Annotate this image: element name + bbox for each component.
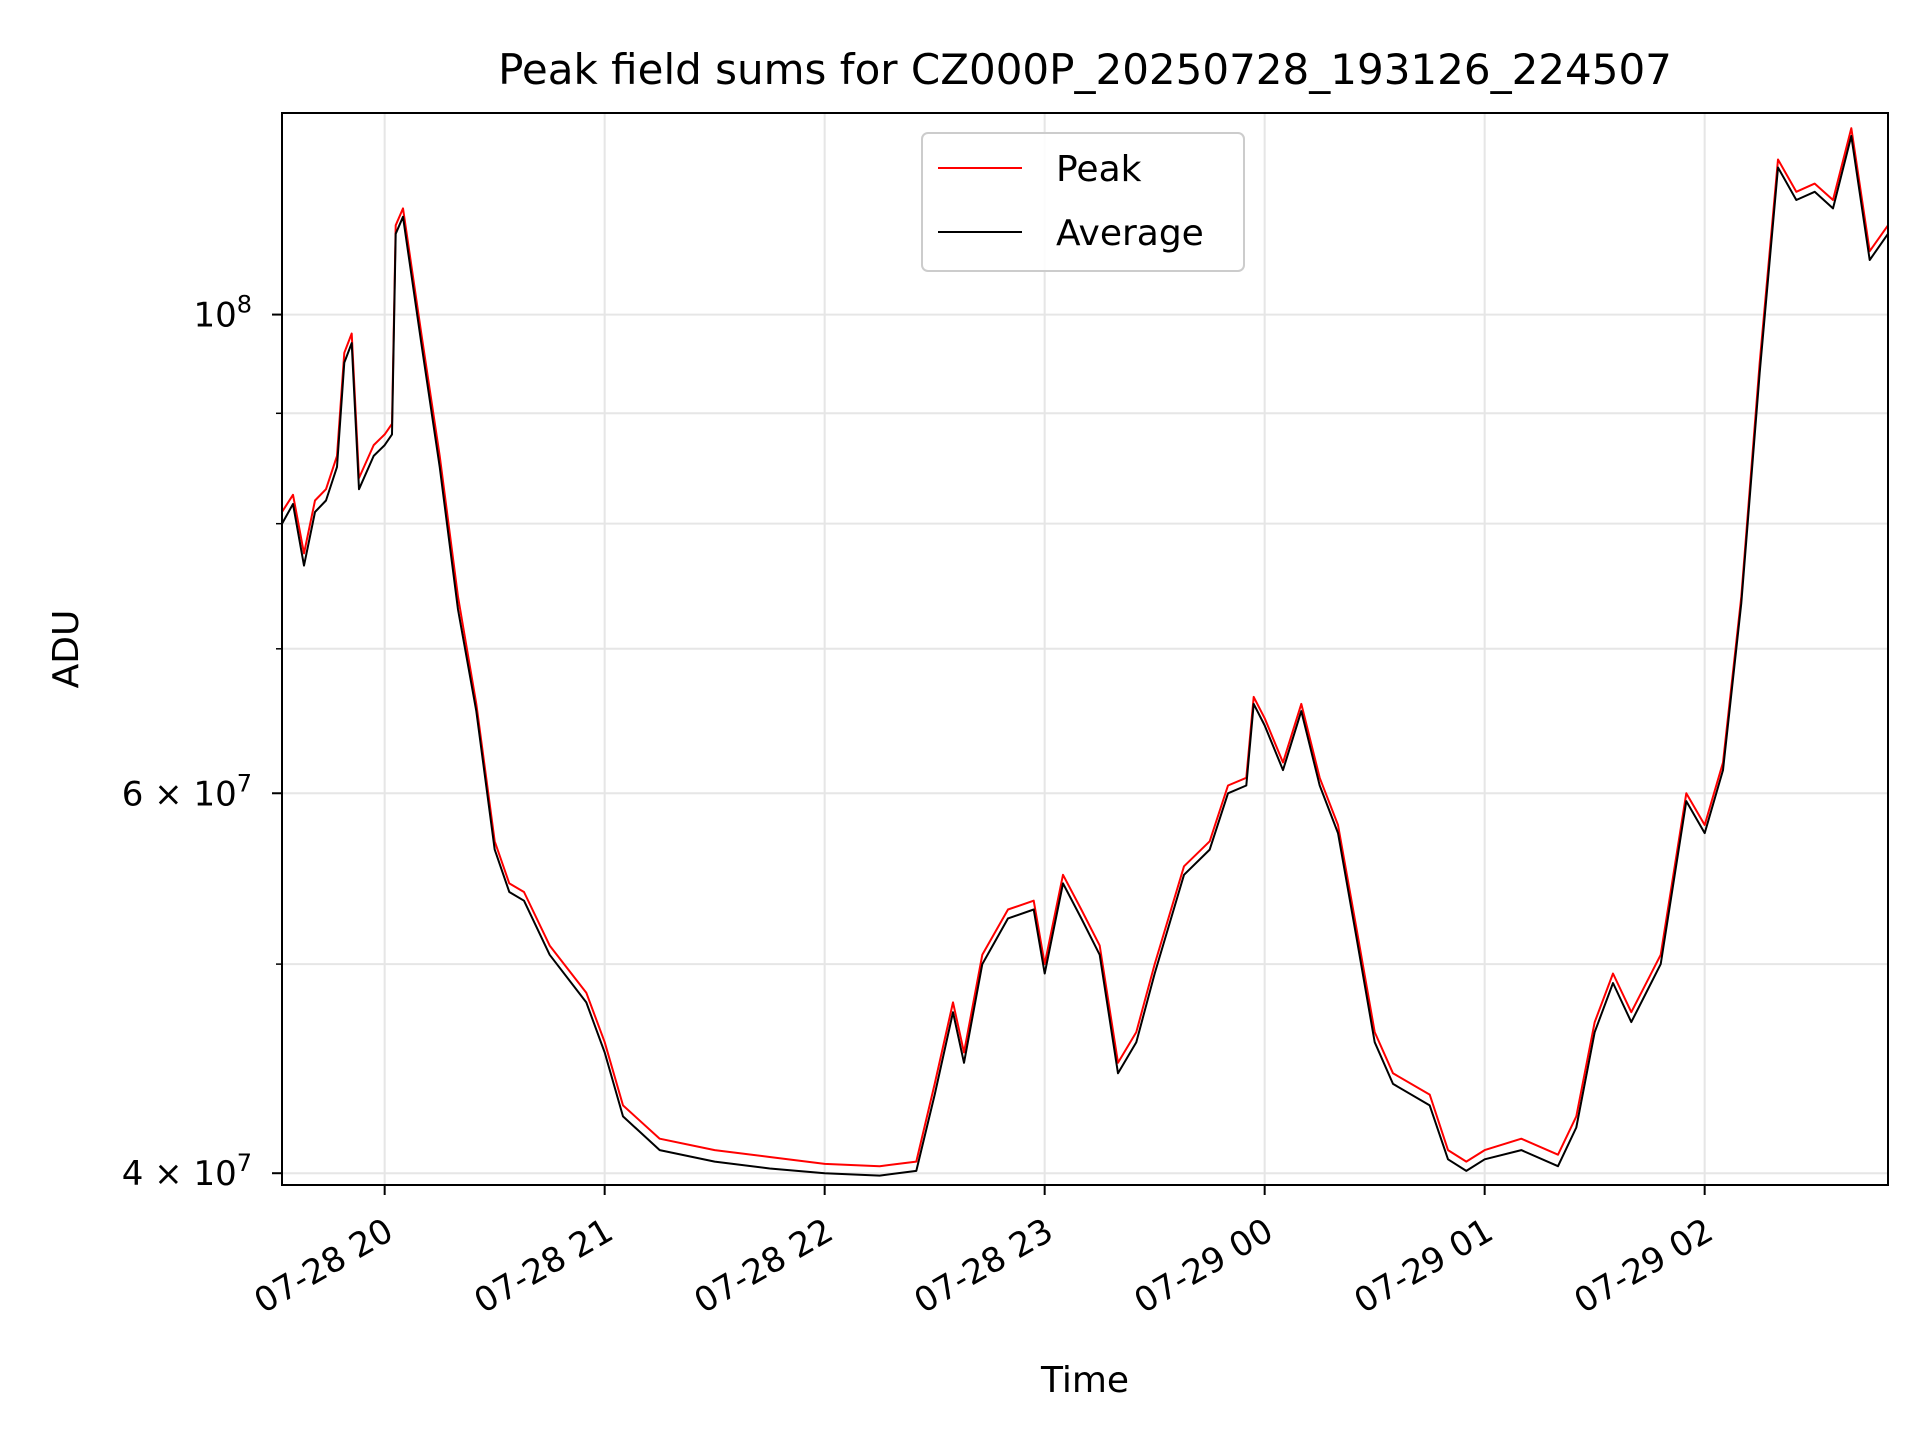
legend: Peak Average	[921, 132, 1245, 272]
chart-title: Peak field sums for CZ000P_20250728_1931…	[498, 45, 1672, 94]
y-tick-label: 6 × 107	[122, 769, 252, 814]
grid	[282, 113, 1888, 1185]
legend-peak-label: Peak	[1056, 149, 1142, 190]
series-line-average	[281, 135, 1889, 1177]
series-layer	[281, 127, 1889, 1177]
y-tick-label: 108	[193, 291, 252, 336]
x-axis-title: Time	[1040, 1360, 1129, 1401]
y-tick-label: 4 × 107	[122, 1149, 252, 1194]
series-line-peak	[281, 127, 1889, 1168]
y-axis-title: ADU	[46, 610, 87, 689]
legend-average-label: Average	[1056, 213, 1204, 254]
